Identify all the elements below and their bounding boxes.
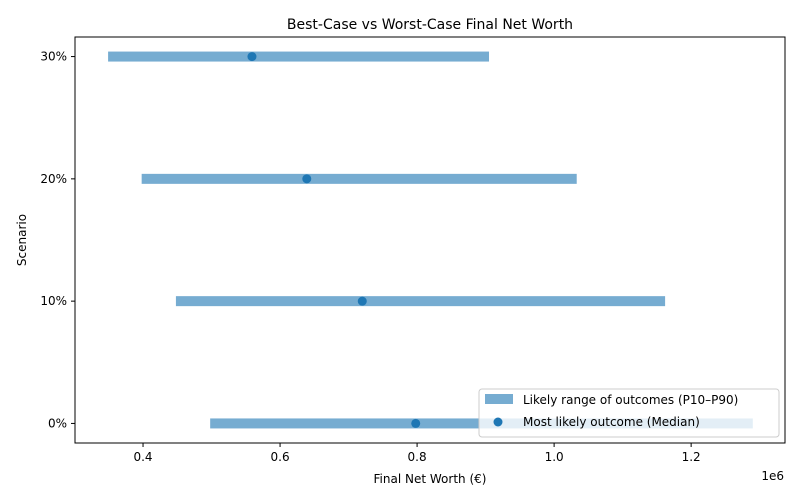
x-axis-label: Final Net Worth (€) [374, 472, 487, 486]
y-tick-label: 10% [40, 294, 67, 308]
x-tick-label: 0.8 [408, 450, 427, 464]
x-tick-label: 1.0 [545, 450, 564, 464]
median-point-30% [247, 52, 257, 62]
x-tick-label: 0.6 [271, 450, 290, 464]
y-axis-label: Scenario [15, 214, 29, 266]
range-bar-20% [141, 173, 577, 184]
range-bar-10% [175, 296, 666, 307]
legend-range-label: Likely range of outcomes (P10–P90) [523, 393, 738, 407]
y-tick-label: 0% [48, 416, 67, 430]
median-point-20% [302, 174, 312, 184]
median-point-0% [411, 418, 421, 428]
y-tick-label: 30% [40, 50, 67, 64]
x-offset-label: 1e6 [761, 469, 784, 483]
legend-median-label: Most likely outcome (Median) [523, 415, 700, 429]
legend-median-marker [493, 417, 503, 427]
legend-box [478, 388, 780, 438]
range-bar-30% [108, 51, 490, 62]
chart-title: Best-Case vs Worst-Case Final Net Worth [287, 17, 573, 33]
legend: Likely range of outcomes (P10–P90) Most … [478, 388, 780, 438]
x-tick-label: 1.2 [682, 450, 701, 464]
legend-range-swatch [485, 394, 513, 404]
y-tick-label: 20% [40, 172, 67, 186]
median-point-10% [357, 296, 367, 306]
x-tick-label: 0.4 [133, 450, 152, 464]
axes-frame [74, 36, 786, 444]
